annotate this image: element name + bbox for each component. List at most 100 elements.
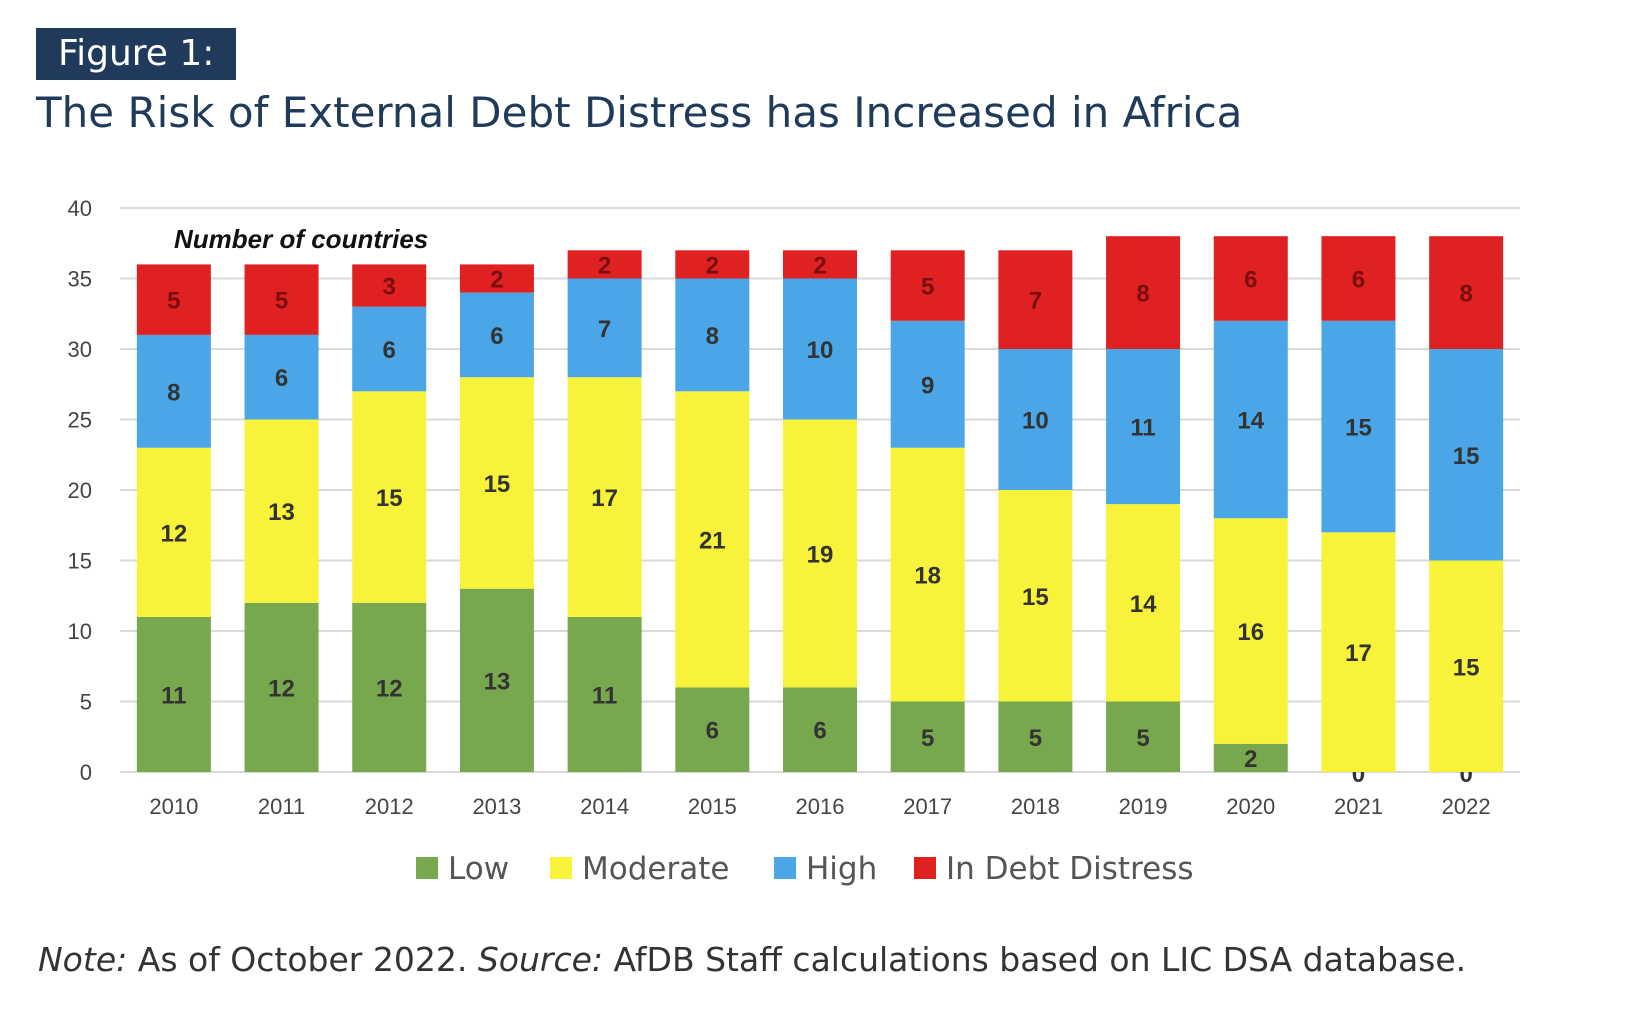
data-label: 6 xyxy=(706,718,719,745)
bar-in-debt-distress-2022 xyxy=(1429,236,1504,349)
data-label: 15 xyxy=(1345,415,1372,442)
data-label: 5 xyxy=(1029,725,1042,752)
data-label: 15 xyxy=(1022,584,1049,611)
note-label: Note: xyxy=(38,940,128,979)
bar-high-2018 xyxy=(998,349,1073,490)
legend-swatch-in-debt-distress xyxy=(914,857,936,879)
data-label: 13 xyxy=(268,499,295,526)
data-label: 2 xyxy=(1244,746,1257,773)
bar-high-2021 xyxy=(1321,320,1396,533)
x-tick-label: 2022 xyxy=(1442,794,1491,819)
data-label: 7 xyxy=(1029,288,1042,315)
data-label: 11 xyxy=(592,682,617,709)
legend-label: High xyxy=(806,851,877,887)
y-tick-label: 15 xyxy=(68,549,92,574)
bar-in-debt-distress-2010 xyxy=(136,264,211,335)
data-label: 18 xyxy=(914,563,941,590)
data-label: 5 xyxy=(275,288,288,315)
bar-moderate-2020 xyxy=(1213,518,1288,744)
bar-moderate-2012 xyxy=(352,391,427,603)
bar-low-2019 xyxy=(1106,701,1181,772)
data-label: 2 xyxy=(813,252,826,279)
data-label: 14 xyxy=(1130,591,1157,618)
y-tick-label: 0 xyxy=(80,760,92,785)
legend-swatch-low xyxy=(416,857,438,879)
data-label: 15 xyxy=(1453,654,1480,681)
data-label: 6 xyxy=(490,323,503,350)
y-tick-label: 30 xyxy=(68,337,92,362)
legend-swatch-moderate xyxy=(550,857,572,879)
x-tick-label: 2016 xyxy=(796,794,845,819)
bar-low-2012 xyxy=(352,602,427,772)
data-label: 11 xyxy=(1130,415,1155,442)
bar-in-debt-distress-2019 xyxy=(1106,236,1181,349)
bar-high-2020 xyxy=(1213,320,1288,519)
data-label: 5 xyxy=(167,288,180,315)
source-text: AfDB Staff calculations based on LIC DSA… xyxy=(613,940,1467,979)
bar-low-2010 xyxy=(136,616,211,772)
bar-in-debt-distress-2017 xyxy=(890,250,965,321)
data-label: 6 xyxy=(813,718,826,745)
x-tick-label: 2011 xyxy=(258,794,305,819)
bar-high-2013 xyxy=(459,292,534,378)
data-label: 12 xyxy=(268,675,295,702)
data-label: 16 xyxy=(1237,619,1264,646)
data-label: 17 xyxy=(591,485,618,512)
bar-in-debt-distress-2018 xyxy=(998,250,1073,349)
bar-moderate-2017 xyxy=(890,447,965,702)
data-label: 21 xyxy=(699,527,726,554)
data-label: 11 xyxy=(161,682,186,709)
data-label: 10 xyxy=(1022,408,1049,435)
bar-moderate-2018 xyxy=(998,490,1073,702)
x-tick-label: 2014 xyxy=(580,794,629,819)
bar-high-2016 xyxy=(783,278,857,420)
bar-low-2013 xyxy=(459,588,534,772)
bar-low-2017 xyxy=(890,701,965,772)
bar-moderate-2011 xyxy=(244,419,319,603)
bar-low-2015 xyxy=(675,687,750,772)
bar-in-debt-distress-2016 xyxy=(783,250,857,279)
data-label: 19 xyxy=(807,541,834,568)
data-label: 8 xyxy=(1136,281,1149,308)
data-label: 13 xyxy=(484,668,511,695)
data-label: 2 xyxy=(490,267,503,294)
data-label: 5 xyxy=(921,725,934,752)
data-label: 2 xyxy=(598,252,611,279)
data-label: 15 xyxy=(484,471,511,498)
data-label: 8 xyxy=(1459,281,1472,308)
data-label: 3 xyxy=(383,274,396,301)
figure-label: Figure 1: xyxy=(36,28,237,80)
bar-high-2014 xyxy=(567,278,642,378)
x-tick-label: 2021 xyxy=(1334,794,1383,819)
bar-moderate-2014 xyxy=(567,377,642,617)
chart-title: Number of countries xyxy=(174,224,428,254)
bar-in-debt-distress-2012 xyxy=(352,264,427,307)
bar-low-2011 xyxy=(244,602,319,772)
legend-label: Low xyxy=(448,851,509,887)
bar-moderate-2015 xyxy=(675,391,750,688)
y-tick-label: 10 xyxy=(68,619,92,644)
y-tick-label: 40 xyxy=(68,196,92,221)
bar-moderate-2010 xyxy=(136,447,211,617)
bar-in-debt-distress-2021 xyxy=(1321,236,1396,321)
data-label: 12 xyxy=(160,520,187,547)
data-label: 15 xyxy=(376,485,403,512)
data-label: 12 xyxy=(376,675,403,702)
bar-in-debt-distress-2013 xyxy=(459,264,534,293)
bar-low-2018 xyxy=(998,701,1073,772)
x-tick-label: 2015 xyxy=(688,794,737,819)
data-label: 6 xyxy=(275,365,288,392)
data-label: 8 xyxy=(167,379,180,406)
bar-low-2014 xyxy=(567,616,642,772)
data-label: 9 xyxy=(921,372,934,399)
bar-high-2019 xyxy=(1106,349,1181,505)
legend-label: Moderate xyxy=(582,851,729,887)
figure-title: The Risk of External Debt Distress has I… xyxy=(36,88,1243,137)
figure-note: Note: As of October 2022. Source: AfDB S… xyxy=(38,940,1466,979)
x-tick-label: 2020 xyxy=(1226,794,1275,819)
data-label: 5 xyxy=(1136,725,1149,752)
x-tick-label: 2013 xyxy=(472,794,521,819)
data-label: 17 xyxy=(1345,640,1372,667)
bar-high-2010 xyxy=(136,334,211,448)
